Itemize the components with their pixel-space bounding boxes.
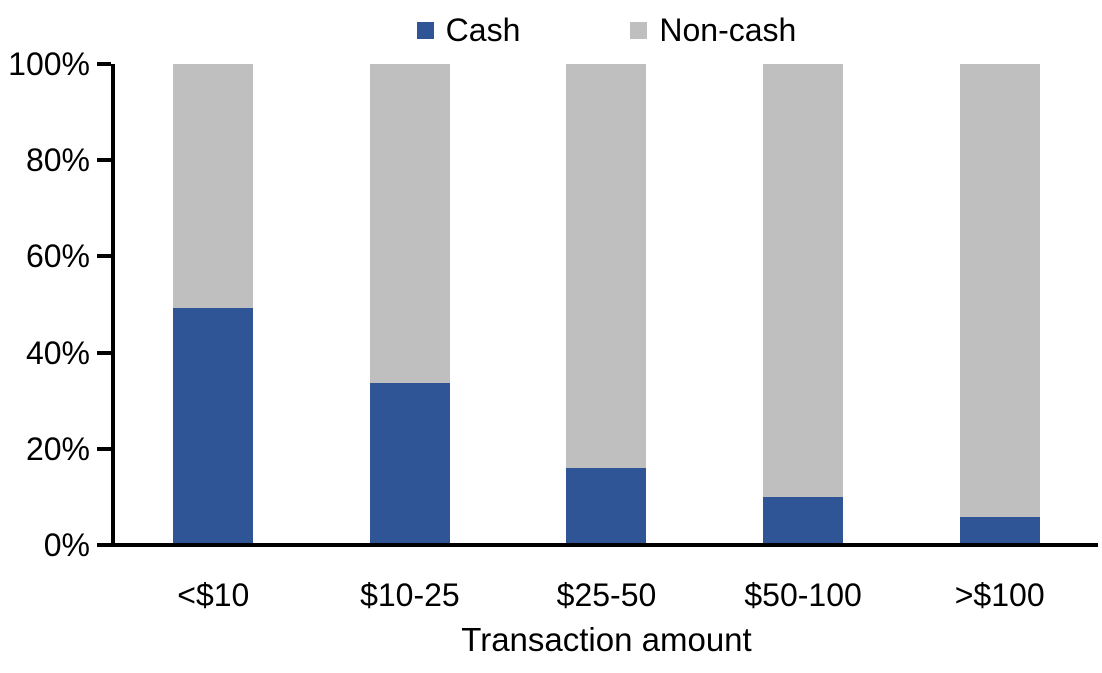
cash-segment [959,516,1040,543]
non-cash-segment [566,64,647,468]
y-tick-mark [97,446,111,451]
cash-segment [763,497,844,543]
stacked-bar-1 [369,64,450,543]
stacked-bar-0 [173,64,254,543]
y-tick-label-80pct: 80% [25,142,90,179]
stacked-bar-2 [566,64,647,543]
y-tick-mark [97,254,111,259]
y-tick-mark [97,62,111,66]
cash-series-swatch-icon [416,21,434,39]
y-tick-label-100pct: 100% [8,46,90,82]
non-cash-segment [763,64,844,498]
cash-series-label: Cash [445,11,521,48]
x-axis-line [111,543,1098,547]
noncash-series-label: Non-cash [659,11,797,48]
plot-area [115,64,1098,543]
x-category-label-2: $25-50 [556,577,657,613]
bar-slot-4 [901,64,1098,543]
non-cash-segment [369,64,450,383]
cash-segment [369,382,450,543]
legend-item-cash: Cash [416,11,521,49]
x-category-label-1: $10-25 [360,577,460,613]
stacked-bar-4 [959,64,1040,543]
x-axis-title: Transaction amount [461,621,752,658]
y-tick-mark [97,350,111,355]
cash-segment [173,308,254,543]
x-category-label-4: >$100 [954,577,1045,613]
noncash-series-swatch-icon [630,21,648,39]
y-tick-label-0pct: 0% [43,527,90,563]
bar-slot-3 [705,64,902,543]
non-cash-segment [173,64,254,309]
y-tick-mark [97,158,111,163]
stacked-bar-3 [763,64,844,543]
bar-slot-0 [115,64,312,543]
x-category-label-3: $50-100 [744,577,862,613]
y-tick-label-20pct: 20% [25,430,90,467]
cash-segment [566,467,647,543]
y-tick-mark [97,543,111,547]
x-axis-labels: <$10 $10-25 $25-50 $50-100 >$100 [115,576,1098,614]
y-axis-line [111,64,115,545]
legend-item-noncash: Non-cash [630,12,796,49]
non-cash-segment [959,64,1040,517]
bar-slot-1 [312,64,509,543]
bar-slot-2 [508,64,705,543]
y-tick-label-60pct: 60% [25,238,90,275]
x-category-label-0: <$10 [177,577,250,613]
chart-legend: Cash Non-cash [115,10,1098,50]
y-tick-label-40pct: 40% [25,334,90,371]
